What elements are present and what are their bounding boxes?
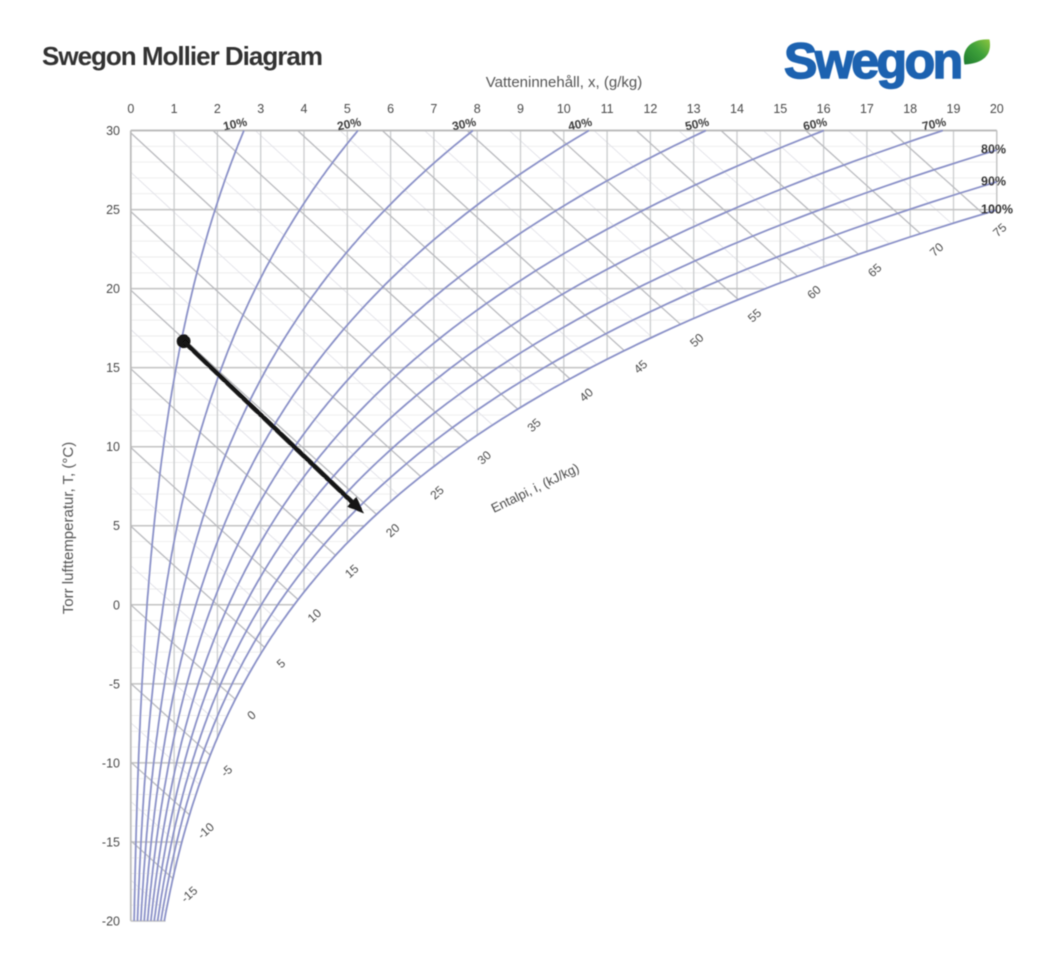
svg-text:35: 35 (524, 415, 544, 435)
svg-text:50%: 50% (684, 115, 711, 134)
svg-text:-15: -15 (178, 883, 200, 905)
svg-text:30: 30 (475, 448, 495, 468)
svg-text:75: 75 (990, 220, 1010, 240)
svg-text:9: 9 (517, 102, 524, 116)
svg-text:6: 6 (387, 102, 394, 116)
svg-text:5: 5 (113, 519, 120, 533)
svg-text:15: 15 (106, 361, 120, 375)
svg-text:65: 65 (865, 260, 885, 280)
svg-text:-10: -10 (195, 820, 217, 842)
svg-text:70: 70 (927, 240, 947, 260)
svg-text:10: 10 (106, 440, 120, 454)
svg-text:3: 3 (257, 102, 264, 116)
svg-text:-5: -5 (218, 762, 236, 780)
svg-text:5: 5 (344, 102, 351, 116)
svg-text:16: 16 (817, 102, 831, 116)
svg-text:10%: 10% (222, 115, 249, 134)
svg-text:25: 25 (427, 483, 447, 503)
svg-text:20: 20 (383, 521, 403, 541)
svg-text:14: 14 (730, 102, 744, 116)
svg-text:100%: 100% (981, 203, 1013, 217)
svg-text:60%: 60% (802, 115, 829, 134)
svg-text:17: 17 (860, 102, 874, 116)
svg-text:Entalpi, i, (kJ/kg): Entalpi, i, (kJ/kg) (489, 460, 582, 516)
svg-text:10: 10 (557, 102, 571, 116)
svg-text:0: 0 (127, 102, 134, 116)
svg-text:90%: 90% (981, 174, 1006, 188)
svg-text:30%: 30% (451, 115, 478, 134)
svg-text:10: 10 (305, 606, 325, 626)
svg-text:19: 19 (947, 102, 961, 116)
svg-text:-15: -15 (102, 836, 120, 850)
svg-text:Swegon: Swegon (784, 33, 961, 89)
svg-text:Vatteninnehåll, x, (g/kg): Vatteninnehåll, x, (g/kg) (486, 74, 642, 91)
svg-text:13: 13 (687, 102, 701, 116)
svg-text:-20: -20 (102, 915, 120, 929)
svg-text:20: 20 (106, 282, 120, 296)
svg-text:60: 60 (804, 282, 824, 302)
svg-text:15: 15 (773, 102, 787, 116)
svg-text:45: 45 (631, 357, 651, 377)
svg-text:40: 40 (577, 385, 597, 405)
svg-text:-5: -5 (109, 677, 120, 691)
svg-text:30: 30 (106, 124, 120, 138)
svg-text:8: 8 (474, 102, 481, 116)
svg-text:4: 4 (301, 102, 308, 116)
svg-text:Swegon Mollier Diagram: Swegon Mollier Diagram (42, 41, 322, 71)
svg-text:55: 55 (745, 306, 765, 326)
svg-text:0: 0 (113, 598, 120, 612)
svg-text:80%: 80% (981, 143, 1006, 157)
svg-text:7: 7 (430, 102, 437, 116)
svg-text:0: 0 (244, 708, 259, 723)
svg-text:70%: 70% (921, 115, 948, 134)
svg-text:50: 50 (687, 330, 707, 350)
svg-text:Torr lufttemperatur, T, (°C): Torr lufttemperatur, T, (°C) (60, 442, 77, 614)
svg-text:40%: 40% (567, 115, 594, 134)
svg-text:12: 12 (643, 102, 657, 116)
svg-text:2: 2 (214, 102, 221, 116)
svg-text:1: 1 (171, 102, 178, 116)
svg-text:25: 25 (106, 203, 120, 217)
svg-text:18: 18 (903, 102, 917, 116)
svg-text:20: 20 (990, 102, 1004, 116)
svg-text:20%: 20% (336, 115, 363, 134)
svg-text:-10: -10 (102, 756, 120, 770)
svg-text:11: 11 (601, 102, 614, 116)
svg-text:15: 15 (342, 561, 362, 581)
svg-text:5: 5 (274, 656, 289, 671)
